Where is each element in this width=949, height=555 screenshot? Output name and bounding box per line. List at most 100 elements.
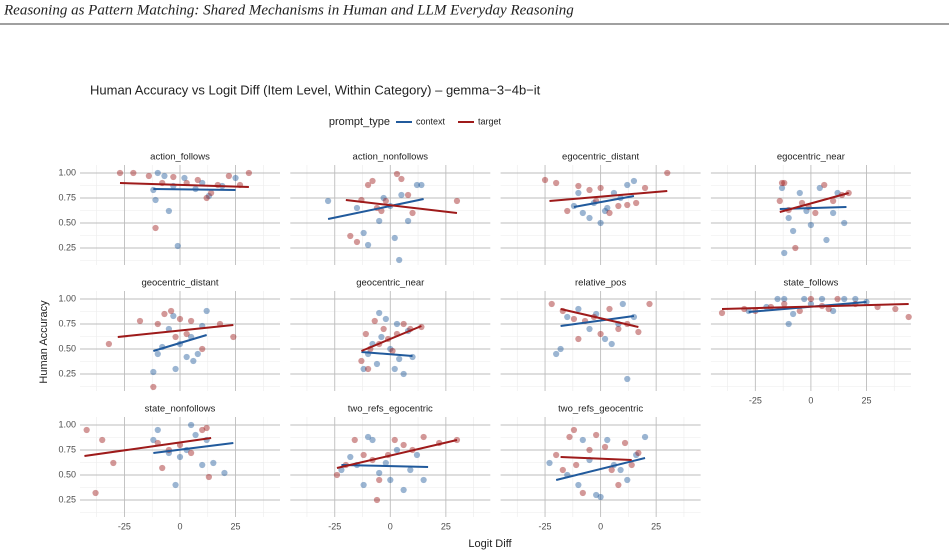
point <box>834 189 841 197</box>
point <box>364 241 372 249</box>
point <box>792 244 799 252</box>
trend-line <box>341 464 429 468</box>
point <box>376 469 383 477</box>
point <box>176 315 184 323</box>
point <box>718 309 726 317</box>
point <box>205 473 212 481</box>
point <box>373 496 381 504</box>
point <box>391 365 398 373</box>
point <box>378 333 385 341</box>
x-tick-label: 25 <box>651 521 661 531</box>
point <box>400 370 407 378</box>
point <box>136 317 144 325</box>
point <box>785 214 792 222</box>
point <box>353 204 361 212</box>
point <box>400 320 407 328</box>
point <box>369 436 376 444</box>
point <box>553 451 560 459</box>
point <box>400 486 407 494</box>
point <box>172 333 179 341</box>
point <box>633 199 640 207</box>
point <box>376 309 383 317</box>
trend-line <box>153 334 207 352</box>
point <box>615 325 622 333</box>
point <box>601 207 609 215</box>
point <box>624 476 631 484</box>
point <box>821 181 828 189</box>
point <box>154 350 161 358</box>
point <box>790 310 797 318</box>
strip-title: action_follows <box>150 152 210 163</box>
point <box>606 209 613 217</box>
strip-title: geocentric_distant <box>141 278 218 289</box>
x-tick-label: -25 <box>539 521 552 531</box>
point <box>617 466 624 474</box>
point <box>161 172 168 180</box>
point <box>393 170 401 178</box>
point <box>380 325 387 333</box>
point <box>358 357 365 365</box>
point <box>376 217 383 225</box>
point <box>830 209 837 217</box>
legend-label: context <box>416 116 446 126</box>
point <box>150 383 157 391</box>
point <box>150 436 157 444</box>
x-tick-label: -25 <box>118 521 131 531</box>
point <box>168 307 175 315</box>
strip-title: egocentric_near <box>777 152 845 163</box>
point <box>172 481 179 489</box>
point <box>194 350 201 358</box>
point <box>778 184 786 192</box>
trend-line <box>84 437 212 457</box>
point <box>192 431 199 439</box>
point <box>393 446 401 454</box>
point <box>230 333 237 341</box>
point <box>608 340 615 348</box>
trend-line <box>779 192 849 213</box>
strip-title: egocentric_distant <box>562 152 639 163</box>
point <box>606 305 613 313</box>
point <box>781 179 788 187</box>
point <box>170 312 177 320</box>
point <box>586 446 593 454</box>
point <box>208 189 215 197</box>
point <box>570 426 578 434</box>
point <box>624 375 631 383</box>
y-axis-label: Human Accuracy <box>38 300 50 384</box>
point <box>575 189 582 197</box>
point <box>396 256 403 264</box>
point <box>781 295 788 303</box>
point <box>586 214 593 222</box>
point <box>553 179 560 187</box>
point <box>364 181 372 189</box>
trend-line <box>555 457 646 481</box>
point <box>604 204 611 212</box>
point <box>834 295 841 303</box>
point <box>360 229 367 237</box>
point <box>641 184 649 192</box>
point <box>159 464 166 472</box>
point <box>387 345 394 353</box>
point <box>557 345 564 353</box>
point <box>418 181 425 189</box>
point <box>221 469 228 477</box>
trend-line <box>361 325 422 352</box>
point <box>420 476 427 484</box>
point <box>145 172 152 180</box>
point <box>807 221 815 229</box>
strip-title: state_nonfollows <box>145 404 216 415</box>
point <box>905 313 912 321</box>
point <box>597 493 604 501</box>
point <box>566 433 573 441</box>
point <box>161 310 168 318</box>
trend-line <box>721 303 909 310</box>
point <box>404 217 412 225</box>
point <box>378 207 385 215</box>
trend-line <box>345 199 458 214</box>
strip-title: two_refs_egocentric <box>348 404 433 415</box>
point <box>188 317 195 325</box>
point <box>619 300 626 308</box>
point <box>245 169 252 177</box>
point <box>597 219 604 227</box>
